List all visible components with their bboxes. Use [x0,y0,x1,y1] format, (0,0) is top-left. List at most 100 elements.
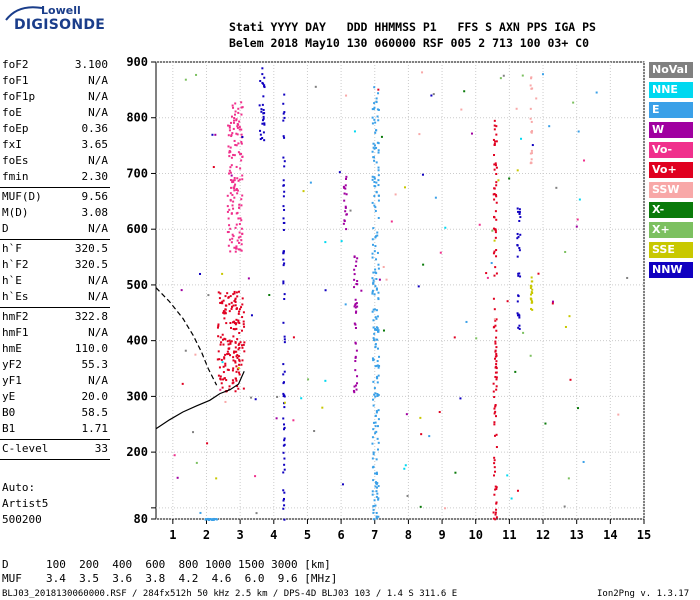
param-row: B1 1.71 [2,422,108,436]
echo-point [260,110,263,113]
echo-point [495,360,498,363]
echo-point [495,502,498,505]
echo-point [220,301,223,304]
param-row: foF1p N/A [2,90,108,104]
echo-point [261,119,264,122]
echo-point [430,94,433,97]
param-value: N/A [88,222,108,235]
echo-point [258,104,261,107]
echo-point [239,235,242,238]
footer-d-values: 100 200 400 600 800 1000 1500 3000 [km] [46,558,331,571]
echo-point [494,349,497,352]
echo-point [373,144,376,147]
echo-point [531,87,534,90]
echo-point [218,297,221,300]
echo-point [390,220,393,223]
echo-point [375,411,378,414]
echo-point [232,356,235,359]
echo-point [354,306,357,309]
footer-version: Ion2Png v. 1.3.17 [597,589,690,599]
echo-point [495,433,498,436]
echo-point [518,327,521,330]
legend-item: E [649,102,693,118]
x-tick-label: 6 [337,528,344,542]
echo-point [373,118,376,121]
echo-point [494,164,497,167]
echo-point [259,138,262,141]
echo-point [238,310,241,313]
echo-point [564,250,567,253]
echo-point [354,355,357,358]
echo-point [354,323,357,326]
echo-point [243,350,246,353]
echo-point [516,255,519,258]
echo-point [237,371,240,374]
echo-point [371,238,374,241]
echo-point [217,335,220,338]
legend-item: NoVal [649,62,693,78]
echo-point [235,144,238,147]
echo-point [226,353,229,356]
echo-point [235,322,238,325]
legend-item: X+ [649,222,693,238]
echo-point [230,301,233,304]
echo-point [373,181,376,184]
param-value: 3.65 [81,138,109,151]
trace-profile [155,371,245,430]
echo-point [235,350,238,353]
echo-point [372,508,375,511]
echo-point [230,135,233,138]
x-tick-label: 14 [603,528,617,542]
echo-point [262,131,265,134]
echo-point [495,363,498,366]
echo-point [377,441,380,444]
echo-point [371,289,374,292]
echo-point [234,102,237,105]
echo-point [493,143,496,146]
echo-point [228,238,231,241]
echo-point [374,236,377,239]
y-tick-label: 900 [126,55,148,69]
param-row: B0 58.5 [2,406,108,420]
echo-point [227,124,230,127]
echo-point [282,497,285,500]
echo-point [234,323,237,326]
echo-point [240,198,243,201]
echo-point [530,149,533,152]
echo-point [377,149,380,152]
param-name: foEs [2,154,29,167]
echo-point [224,312,227,315]
echo-point [230,326,233,329]
echo-point [541,73,544,76]
echo-point [229,295,232,298]
echo-point [494,350,497,353]
echo-point [371,291,374,294]
echo-point [226,205,229,208]
echo-point [224,362,227,365]
echo-point [519,216,522,219]
echo-point [377,497,380,500]
param-name: h`E [2,274,22,287]
echo-point [372,319,375,322]
echo-point [282,381,285,384]
echo-point [444,507,447,510]
trace-x_trace [155,287,218,386]
echo-point [530,130,533,133]
echo-point [377,119,380,122]
echo-point [371,201,374,204]
echo-point [494,342,497,345]
echo-point [238,342,241,345]
echo-point [495,249,498,252]
echo-point [377,515,380,518]
echo-point [231,382,234,385]
echo-point [259,79,262,82]
echo-point [283,395,286,398]
echo-point [236,295,239,298]
echo-point [495,133,498,136]
echo-point [355,260,358,263]
echo-point [494,231,497,234]
echo-point [530,297,533,300]
echo-point [495,508,498,511]
echo-point [582,460,585,463]
echo-point [376,234,379,237]
